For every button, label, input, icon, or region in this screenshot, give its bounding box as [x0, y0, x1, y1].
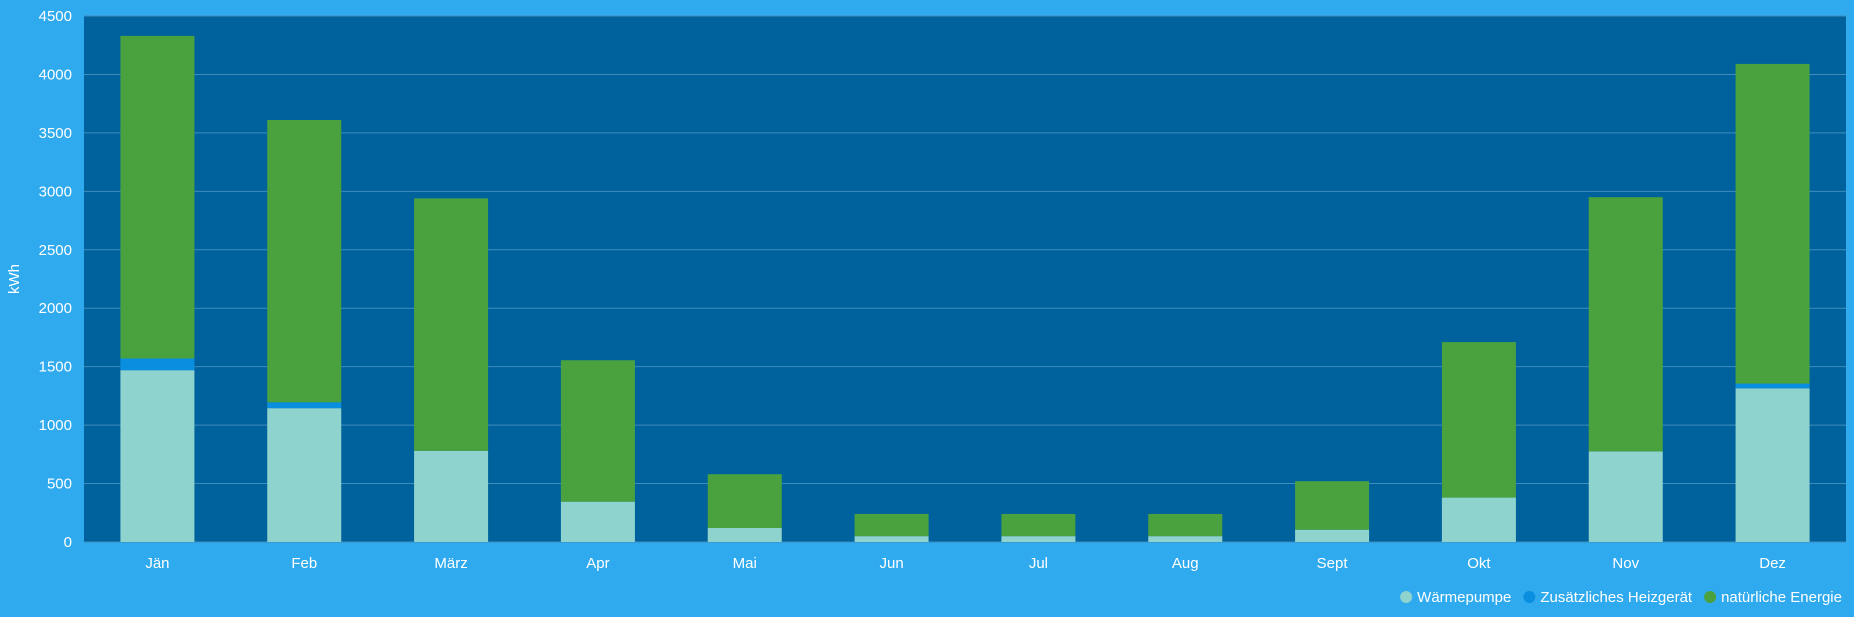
- y-tick-label: 2000: [39, 300, 72, 317]
- bar-segment-2: [1735, 383, 1810, 389]
- bar-segment-3: [560, 360, 635, 502]
- y-tick-label: 1500: [39, 359, 72, 376]
- x-tick-label: Okt: [1467, 555, 1491, 572]
- x-tick-label: Apr: [586, 555, 609, 572]
- x-tick-label: Aug: [1172, 555, 1199, 572]
- x-tick-label: Jun: [879, 555, 903, 572]
- y-tick-label: 4500: [39, 8, 72, 25]
- legend-marker: [1704, 591, 1717, 603]
- bar-segment-1: [560, 501, 635, 542]
- y-tick-label: 3000: [39, 183, 72, 200]
- y-axis: 0 500 1000 1500 2000 2500 3000 3500 4000 4500: [39, 8, 72, 551]
- bar-segment-3: [1735, 63, 1810, 384]
- y-tick-label: 500: [47, 476, 72, 493]
- plot-area: [84, 16, 1846, 542]
- bar-segment-3: [1441, 342, 1516, 498]
- y-tick-label: 2500: [39, 242, 72, 259]
- bar-segment-3: [120, 35, 195, 359]
- legend-marker: [1523, 591, 1536, 603]
- x-tick-label: Dez: [1759, 555, 1786, 572]
- bar-segment-3: [854, 513, 929, 537]
- x-axis: Jän Feb März Apr Mai Jun Jul Aug Sept Okt Nov Dez: [145, 555, 1786, 572]
- bar-segment-1: [707, 527, 782, 542]
- bar-segment-3: [414, 198, 489, 451]
- bar-segment-1: [414, 450, 489, 542]
- bar-segment-1: [1148, 536, 1223, 542]
- x-tick-label: März: [434, 555, 467, 572]
- bar-segment-1: [1441, 497, 1516, 542]
- bar-segment-3: [1148, 513, 1223, 537]
- bar-segment-2: [267, 402, 342, 409]
- bar-segment-3: [1295, 481, 1370, 530]
- x-tick-label: Feb: [291, 555, 317, 572]
- bar-segment-1: [1295, 529, 1370, 542]
- legend-entry: Wärmepumpe: [1417, 589, 1511, 606]
- bar-segment-1: [1735, 388, 1810, 542]
- bar-segment-1: [267, 408, 342, 542]
- x-tick-label: Sept: [1317, 555, 1349, 572]
- y-tick-label: 3500: [39, 125, 72, 142]
- x-tick-label: Jul: [1029, 555, 1048, 572]
- legend: Wärmepumpe Zusätzliches Heizgerät natürlic…: [1400, 589, 1842, 606]
- bar-segment-1: [1588, 451, 1663, 542]
- bar-segment-3: [707, 474, 782, 528]
- legend-entry: Zusätzliches Heizgerät: [1540, 589, 1693, 606]
- bar-segment-1: [854, 536, 929, 542]
- bar-segment-3: [267, 120, 342, 403]
- legend-entry: natürliche Energie: [1721, 589, 1842, 606]
- x-tick-label: Mai: [733, 555, 757, 572]
- bar-segment-1: [120, 370, 195, 542]
- bar-segment-3: [1001, 513, 1076, 537]
- gridlines: [84, 15, 1846, 543]
- x-tick-label: Jän: [145, 555, 169, 572]
- bar-segment-2: [120, 358, 195, 371]
- bar-segment-1: [1001, 536, 1076, 542]
- bar-segment-3: [1588, 197, 1663, 452]
- y-axis-title: kWh: [6, 264, 23, 294]
- legend-marker: [1400, 591, 1413, 603]
- x-tick-label: Nov: [1612, 555, 1639, 572]
- bars: [120, 35, 1810, 542]
- y-tick-label: 1000: [39, 417, 72, 434]
- y-tick-label: 0: [64, 534, 72, 551]
- y-tick-label: 4000: [39, 66, 72, 83]
